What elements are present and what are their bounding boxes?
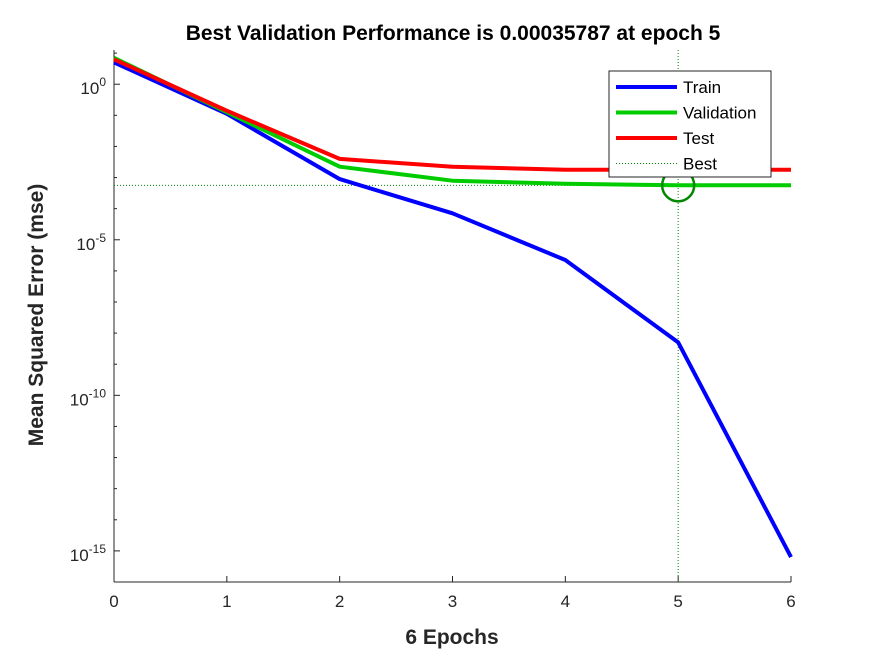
y-axis-label: Mean Squared Error (mse) <box>25 184 48 447</box>
x-axis-label: 6 Epochs <box>405 626 498 649</box>
x-tick-label: 1 <box>222 592 231 611</box>
x-tick-label: 4 <box>561 592 570 611</box>
legend: Train Validation Test Best <box>608 70 772 178</box>
x-tick-label: 5 <box>673 592 682 611</box>
x-tick-label: 3 <box>448 592 457 611</box>
legend-label-validation: Validation <box>683 104 756 123</box>
legend-label-test: Test <box>683 129 714 148</box>
y-tick-label: 100 <box>80 75 106 98</box>
legend-label-train: Train <box>683 78 721 97</box>
x-tick-label: 0 <box>109 592 118 611</box>
chart-title: Best Validation Performance is 0.0003578… <box>186 22 721 45</box>
y-tick-label: 10-10 <box>70 386 107 409</box>
legend-label-best: Best <box>683 155 717 174</box>
x-tick-label: 6 <box>786 592 795 611</box>
y-tick-label: 10-15 <box>70 542 107 565</box>
y-tick-label: 10-5 <box>76 231 106 254</box>
x-tick-label: 2 <box>335 592 344 611</box>
